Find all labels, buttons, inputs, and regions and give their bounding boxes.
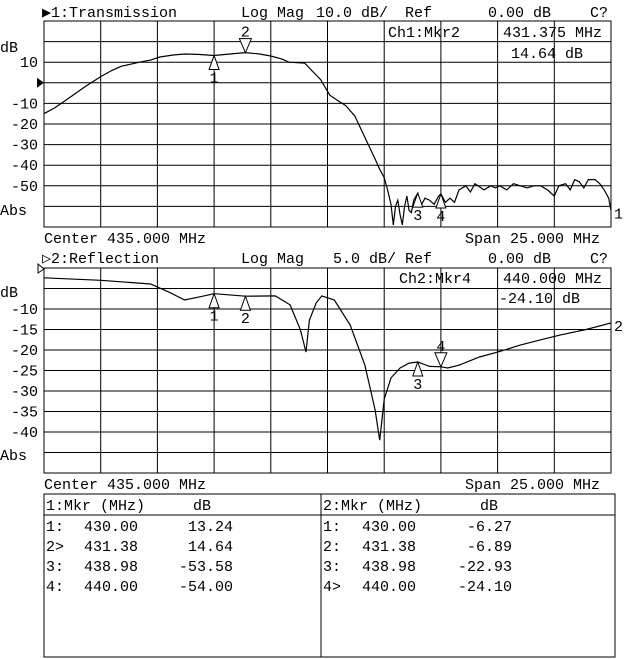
ch1-readout-value: 14.64 dB	[511, 46, 583, 63]
ch1-ref-value: 0.00 dB	[488, 5, 551, 22]
ch2-ref-label: Ref	[405, 251, 432, 268]
ch2-ref-position-arrow-icon	[37, 262, 45, 274]
ch1-marker-4-label: 4	[436, 209, 445, 226]
ch1-ylabel: dB	[0, 40, 18, 57]
ch2-readout-freq: 440.000 MHz	[503, 271, 602, 288]
ch2-span: Span 25.000 MHz	[465, 477, 600, 494]
ch1-table-unit: dB	[193, 498, 211, 515]
ch2-table-row-freq: 431.38	[362, 539, 416, 556]
ch1-marker-4-triangle-icon	[435, 192, 447, 209]
ch2-table-row-id: 2:	[323, 539, 341, 556]
ch1-channel-label: ▶1:Transmission	[42, 5, 177, 22]
ch2-ytick-label: -15	[11, 323, 38, 340]
ch2-table-row-freq: 430.00	[362, 519, 416, 536]
ch1-readout-freq: 431.375 MHz	[503, 25, 602, 42]
ch2-status: C?	[590, 251, 608, 268]
ch2-table-row-id: 3:	[323, 559, 341, 576]
ch1-table-row-db: -54.00	[179, 579, 233, 596]
ch1-marker-2-triangle-icon	[238, 38, 253, 54]
ch1-format: Log Mag	[241, 5, 304, 22]
ch2-trace	[43, 277, 612, 441]
ch1-span: Span 25.000 MHz	[465, 231, 600, 248]
ch2-marker-1-triangle-icon	[208, 292, 220, 309]
ch2-readout-marker: Ch2:Mkr4	[399, 271, 471, 288]
ch2-table-row-db: -24.10	[458, 579, 512, 596]
ch1-ytick-label: -50	[11, 179, 38, 196]
ch2-table-row-id: 1:	[323, 519, 341, 536]
ch2-table-row-freq: 438.98	[362, 559, 416, 576]
ch1-marker-1-label: 1	[210, 71, 219, 88]
ch1-table-row-freq: 440.00	[84, 579, 138, 596]
ch1-table-header: 1:Mkr (MHz)	[46, 498, 145, 515]
ch1-scale: 10.0 dB/	[316, 5, 388, 22]
marker-table-rows: 1: 430.00 13.24 2> 431.38 14.64 3: 438.98 -53.58…	[46, 519, 512, 596]
ch1-ytick-label: -30	[11, 138, 38, 155]
ch1-center: Center 435.000 MHz	[44, 231, 206, 248]
ch2-header: ▷2:Reflection Log Mag 5.0 dB/ Ref 0.00 d…	[42, 251, 608, 268]
ch1-marker-3-triangle-icon	[412, 191, 424, 208]
ch2-readout-value: -24.10 dB	[499, 291, 580, 308]
ch2-marker-4-label: 4	[436, 339, 445, 356]
ch1-status: C?	[590, 5, 608, 22]
ch2-channel-label: ▷2:Reflection	[42, 251, 159, 268]
ch2-ytick-label: -25	[11, 364, 38, 381]
ch1-trace	[43, 51, 612, 226]
ch2-table-row-freq: 440.00	[362, 579, 416, 596]
ch2-table-row-db: -6.89	[467, 539, 512, 556]
ch2-ytick-label: -35	[11, 405, 38, 422]
ch2-table-row-db: -6.27	[467, 519, 512, 536]
ch2-center: Center 435.000 MHz	[44, 477, 206, 494]
ch2-marker-4-triangle-icon	[434, 352, 448, 369]
ch1-table-row-id: 1:	[46, 519, 64, 536]
ch1-plot: 10 -10 -20 -30 -40 -50 1 1 2 3 4	[11, 20, 623, 228]
ch1-trace-end-label: 1	[614, 207, 623, 224]
ch1-marker-3-label: 3	[413, 208, 422, 225]
ch2-plot: -10 -15 -20 -25 -30 -35 -40 2 1 2 3 4	[11, 262, 623, 474]
ch2-ylabel: dB	[0, 285, 18, 302]
ch2-ytick-label: -40	[11, 425, 38, 442]
ch2-ytick-label: -20	[11, 343, 38, 360]
ch1-table-row-id: 4:	[46, 579, 64, 596]
marker-table-border	[43, 493, 616, 658]
ch2-ytick-label: -30	[11, 384, 38, 401]
ch2-marker-2-label: 2	[241, 311, 250, 328]
ch2-table-row-db: -22.93	[458, 559, 512, 576]
ch1-ref-position-arrow-icon	[37, 77, 44, 88]
ch1-table-row-freq: 438.98	[84, 559, 138, 576]
ch1-table-row-id: 2>	[46, 539, 64, 556]
ch2-format: Log Mag	[241, 251, 304, 268]
ch1-ytick-label: -20	[11, 117, 38, 134]
ch2-scale: 5.0 dB/	[333, 251, 396, 268]
ch2-marker-3-label: 3	[413, 377, 422, 394]
ch1-table-row-db: 13.24	[188, 519, 233, 536]
marker-table: 1:Mkr (MHz) dB 2:Mkr (MHz) dB 1: 430.00 13…	[43, 493, 616, 658]
ch2-trace-end-label: 2	[614, 319, 623, 336]
ch1-ref-label: Ref	[405, 5, 432, 22]
ch1-abs-label: Abs	[0, 203, 27, 220]
ch2-ref-value: 0.00 dB	[488, 251, 551, 268]
ch1-table-row-db: -53.58	[179, 559, 233, 576]
ch2-marker-3-triangle-icon	[412, 360, 424, 377]
ch1-header: ▶1:Transmission Log Mag 10.0 dB/ Ref 0.0…	[42, 5, 608, 22]
ch1-ytick-label: 10	[20, 55, 38, 72]
ch1-ytick-label: -10	[11, 96, 38, 113]
ch2-table-row-id: 4>	[323, 579, 341, 596]
ch1-ytick-label: -40	[11, 158, 38, 175]
ch1-marker-1-triangle-icon	[208, 54, 220, 71]
ch2-ytick-label: -10	[11, 302, 38, 319]
ch1-marker-2-label: 2	[241, 25, 250, 42]
ch1-table-row-freq: 431.38	[84, 539, 138, 556]
ch1-readout-marker: Ch1:Mkr2	[388, 25, 460, 42]
ch2-table-unit: dB	[480, 498, 498, 515]
ch1-table-row-db: 14.64	[188, 539, 233, 556]
ch1-table-row-id: 3:	[46, 559, 64, 576]
ch1-table-row-freq: 430.00	[84, 519, 138, 536]
ch2-marker-2-triangle-icon	[239, 294, 252, 311]
ch2-abs-label: Abs	[0, 448, 27, 465]
ch2-table-header: 2:Mkr (MHz)	[323, 498, 422, 515]
ch2-marker-1-label: 1	[210, 309, 219, 326]
